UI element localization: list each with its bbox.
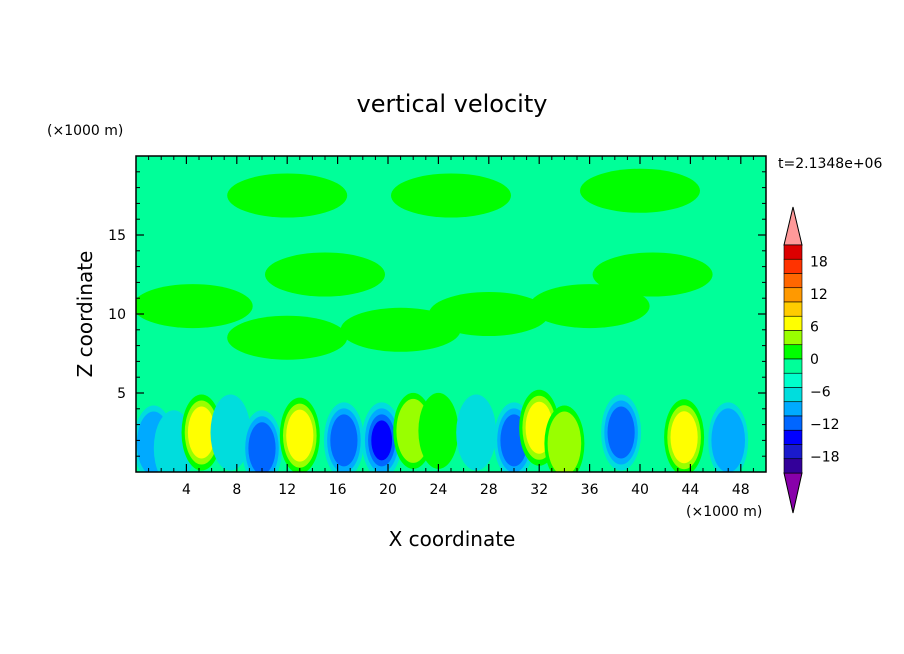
x-tick-label: 28 — [480, 482, 498, 498]
x-tick-label: 12 — [278, 482, 296, 498]
velocity-cell — [361, 402, 402, 472]
colorbar-swatch — [783, 244, 803, 260]
x-unit-label: (×1000 m) — [686, 504, 762, 520]
velocity-cell — [279, 397, 320, 472]
velocity-cell — [242, 410, 282, 472]
colorbar-swatch — [783, 330, 803, 346]
positive-region — [227, 173, 348, 218]
colorbar-label: 18 — [810, 254, 828, 270]
colorbar-over-arrow — [783, 206, 803, 246]
y-axis-label: Z coordinate — [73, 251, 97, 378]
velocity-cell — [323, 402, 364, 472]
x-tick-label: 44 — [681, 482, 699, 498]
x-tick-label: 36 — [581, 482, 599, 498]
colorbar-swatch — [783, 401, 803, 417]
chart-title: vertical velocity — [357, 90, 548, 118]
velocity-field — [136, 156, 766, 472]
colorbar-swatch — [783, 344, 803, 360]
y-unit-label: (×1000 m) — [47, 123, 123, 139]
colorbar-swatch — [783, 301, 803, 317]
positive-region — [580, 168, 700, 213]
x-tick-label: 40 — [631, 482, 649, 498]
positive-region — [136, 284, 253, 329]
positive-region — [391, 173, 511, 218]
velocity-cell — [210, 394, 251, 471]
colorbar-swatch — [783, 372, 803, 388]
velocity-cell — [544, 405, 585, 472]
y-tick-label: 10 — [108, 307, 126, 323]
positive-region — [265, 252, 385, 297]
x-axis-label: X coordinate — [389, 527, 516, 551]
velocity-cell — [181, 394, 222, 471]
positive-region — [227, 315, 348, 360]
colorbar-under-arrow — [783, 472, 803, 514]
colorbar-swatch — [783, 315, 803, 331]
positive-region — [428, 292, 549, 336]
colorbar-swatch — [783, 273, 803, 289]
velocity-cell — [601, 394, 642, 471]
colorbar-swatch — [783, 358, 803, 374]
time-label: t=2.1348e+06 — [778, 156, 882, 172]
positive-region — [529, 284, 650, 329]
colorbar-label: 12 — [810, 287, 828, 303]
colorbar-swatch — [783, 458, 803, 474]
y-tick-label: 15 — [108, 228, 126, 244]
x-tick-label: 8 — [232, 482, 241, 498]
colorbar-swatch — [783, 387, 803, 403]
velocity-cell — [456, 394, 497, 471]
positive-region — [592, 252, 713, 297]
colorbar-swatch — [783, 258, 803, 274]
x-tick-label: 32 — [530, 482, 548, 498]
colorbar-label: 0 — [810, 352, 819, 368]
x-tick-label: 20 — [379, 482, 397, 498]
colorbar-swatch — [783, 415, 803, 431]
colorbar-label: −12 — [810, 417, 840, 433]
x-tick-label: 48 — [732, 482, 750, 498]
colorbar-swatch — [783, 287, 803, 303]
x-tick-label: 4 — [182, 482, 191, 498]
colorbar-label: −6 — [810, 385, 831, 401]
velocity-cell — [664, 399, 705, 472]
y-tick-label: 5 — [117, 386, 126, 402]
velocity-cell — [708, 402, 749, 472]
x-tick-label: 16 — [329, 482, 347, 498]
colorbar-label: −18 — [810, 450, 840, 466]
colorbar: 18 12 6 0 −6 −12 −18 — [783, 206, 840, 514]
colorbar-label: 6 — [810, 319, 819, 335]
x-tick-label: 24 — [429, 482, 447, 498]
colorbar-swatch — [783, 429, 803, 445]
velocity-cell — [418, 392, 459, 469]
colorbar-swatch — [783, 444, 803, 460]
